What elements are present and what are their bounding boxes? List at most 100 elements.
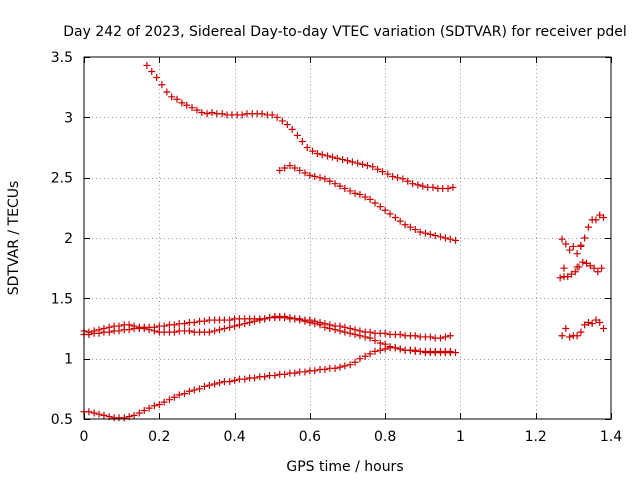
data-point-marker xyxy=(351,189,359,197)
y-tick-label: 0.5 xyxy=(51,412,73,428)
data-point-marker xyxy=(328,153,336,161)
data-point-marker xyxy=(306,171,314,179)
data-point-marker xyxy=(198,109,206,117)
data-point-marker xyxy=(281,164,289,172)
data-point-marker xyxy=(366,334,374,342)
data-point-marker xyxy=(366,350,374,358)
data-point-marker xyxy=(301,368,309,376)
data-point-marker xyxy=(560,264,568,272)
data-point-marker xyxy=(258,110,266,118)
data-point-marker xyxy=(120,414,128,422)
data-point-marker xyxy=(573,263,581,271)
data-point-marker xyxy=(238,111,246,119)
data-point-marker xyxy=(562,325,570,332)
data-point-marker xyxy=(281,370,289,378)
data-point-marker xyxy=(366,328,374,336)
data-point-marker xyxy=(301,169,309,177)
data-point-marker xyxy=(444,185,452,193)
data-point-marker xyxy=(326,177,334,185)
grid-lines xyxy=(84,57,611,419)
data-point-marker xyxy=(286,162,294,170)
data-point-marker xyxy=(411,332,419,340)
data-point-marker xyxy=(558,332,566,340)
data-point-marker xyxy=(135,409,143,417)
data-point-marker xyxy=(406,223,414,231)
data-point-marker xyxy=(384,170,392,178)
data-point-marker xyxy=(173,95,181,103)
x-tick-labels: 0 0.2 0.4 0.6 0.8 1 1.2 1.4 xyxy=(80,429,623,445)
data-point-marker xyxy=(336,327,344,335)
data-point-marker xyxy=(321,175,329,183)
y-tick-label: 3.5 xyxy=(51,50,73,66)
x-axis-title: GPS time / hours xyxy=(286,459,403,475)
data-point-marker xyxy=(95,410,103,418)
data-point-marker xyxy=(376,346,384,354)
data-point-marker xyxy=(391,344,399,352)
data-point-marker xyxy=(584,223,592,231)
data-point-marker xyxy=(376,339,384,347)
data-point-marker xyxy=(598,264,606,272)
data-point-marker xyxy=(379,168,387,176)
data-point-marker xyxy=(226,378,234,386)
data-point-marker xyxy=(143,61,151,69)
data-point-marker xyxy=(150,323,158,331)
y-tick-label: 1.5 xyxy=(51,291,73,307)
data-point-marker xyxy=(584,318,592,326)
data-point-marker xyxy=(583,259,591,267)
y-axis-title: SDTVAR / TECUs xyxy=(6,181,22,296)
data-point-marker xyxy=(431,232,439,240)
data-point-marker xyxy=(268,111,276,119)
data-point-marker xyxy=(150,402,158,410)
x-tick-label: 0.4 xyxy=(223,429,245,445)
data-point-marker xyxy=(556,274,564,282)
data-point-marker xyxy=(218,110,226,118)
data-point-marker xyxy=(130,411,138,419)
data-point-marker xyxy=(303,144,311,151)
data-point-marker xyxy=(436,334,444,342)
y-tick-label: 2 xyxy=(64,231,73,247)
data-point-marker xyxy=(386,210,394,218)
data-point-marker xyxy=(261,315,269,323)
data-point-marker xyxy=(361,193,369,201)
data-point-marker xyxy=(211,327,219,335)
data-point-marker xyxy=(351,358,359,366)
data-point-marker xyxy=(404,177,412,185)
data-point-marker xyxy=(196,385,204,393)
data-point-marker xyxy=(588,320,596,328)
data-point-marker xyxy=(301,317,309,325)
data-point-marker xyxy=(185,387,193,395)
data-point-marker xyxy=(296,166,304,174)
data-point-marker xyxy=(216,379,224,387)
data-point-marker xyxy=(316,174,324,182)
data-point-marker xyxy=(599,213,607,221)
data-point-marker xyxy=(356,332,364,340)
data-point-marker xyxy=(155,401,163,409)
x-tick-label: 0.6 xyxy=(299,429,321,445)
data-point-marker xyxy=(429,183,437,191)
data-point-marker xyxy=(596,211,604,219)
data-point-marker xyxy=(391,213,399,221)
y-tick-label: 2.5 xyxy=(51,171,73,187)
data-point-marker xyxy=(326,325,334,332)
data-point-marker xyxy=(567,270,575,278)
data-point-marker xyxy=(311,320,319,328)
data-point-marker xyxy=(331,326,339,334)
data-point-marker xyxy=(351,331,359,339)
data-point-marker xyxy=(333,154,341,162)
data-point-marker xyxy=(281,314,289,322)
data-point-marker xyxy=(414,181,422,189)
data-point-marker xyxy=(452,236,460,244)
data-point-marker xyxy=(311,367,319,375)
data-point-marker xyxy=(396,331,404,339)
y-tick-labels: 0.5 1 1.5 2 2.5 3 3.5 xyxy=(51,50,73,428)
data-point-marker xyxy=(291,164,299,172)
data-point-marker xyxy=(183,101,191,109)
data-point-marker xyxy=(313,150,321,158)
data-point-marker xyxy=(416,228,424,236)
x-tick-label: 0 xyxy=(80,429,89,445)
data-point-marker xyxy=(421,229,429,237)
data-point-marker xyxy=(298,137,306,145)
data-point-marker xyxy=(318,151,326,159)
data-point-marker xyxy=(321,366,329,374)
data-point-marker xyxy=(181,320,189,328)
